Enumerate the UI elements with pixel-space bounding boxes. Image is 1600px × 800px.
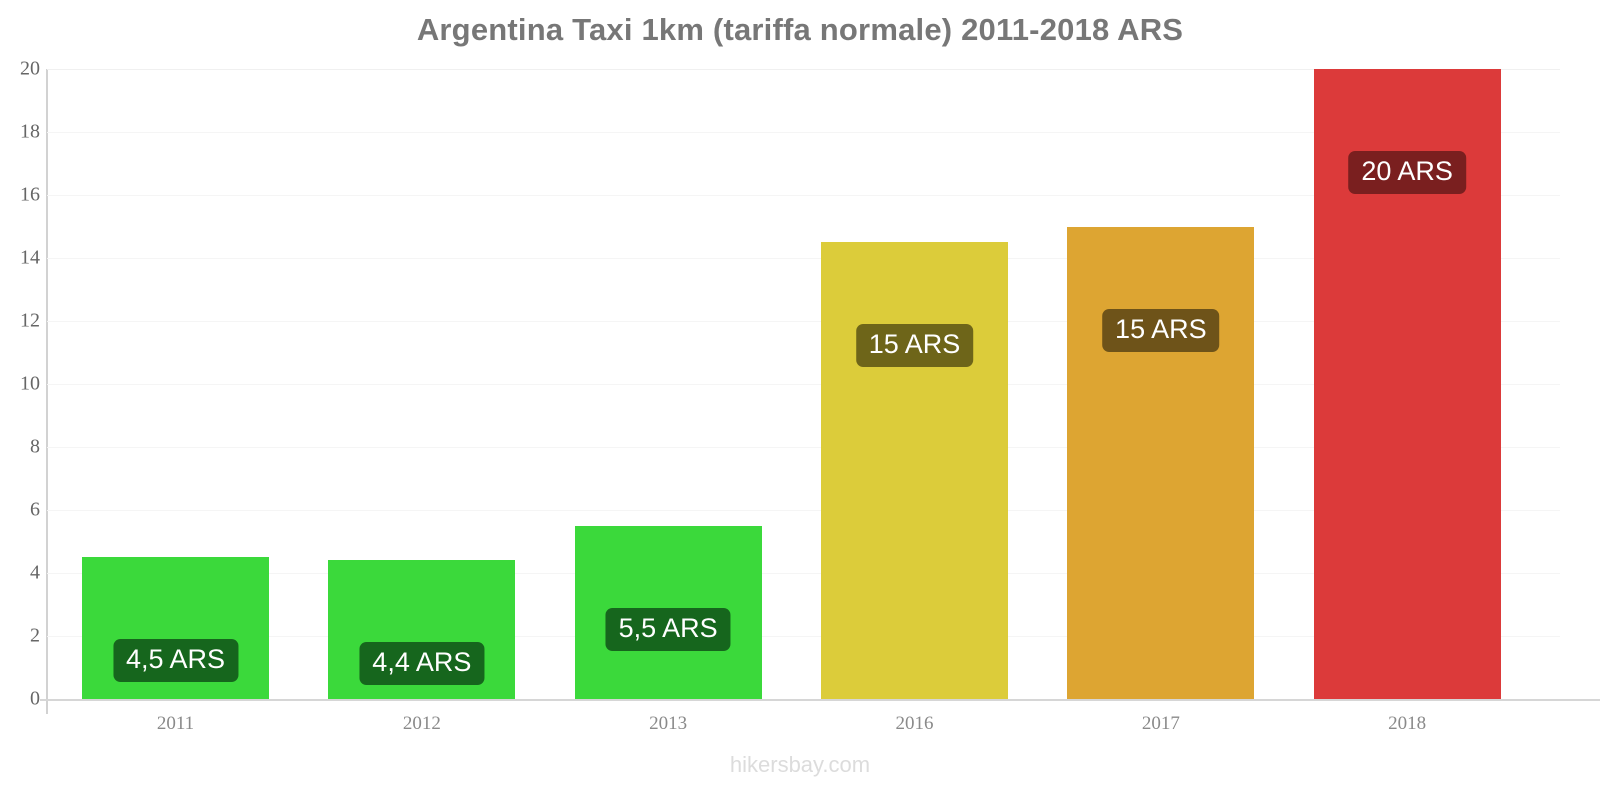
- bar-value-label: 15 ARS: [855, 324, 974, 368]
- gridline: [47, 384, 1560, 385]
- bar-rect[interactable]: [1067, 226, 1255, 699]
- x-axis-tick-label-2016: 2016: [895, 713, 934, 734]
- y-axis-line: [46, 69, 48, 714]
- bar-value-label: 15 ARS: [1102, 308, 1220, 352]
- bar-2013[interactable]: 5,5 ARS: [574, 525, 762, 699]
- y-axis-tick-label: 20: [20, 57, 40, 80]
- gridline: [47, 510, 1560, 511]
- gridline: [47, 258, 1560, 259]
- bar-2016[interactable]: 15 ARS: [821, 242, 1008, 699]
- x-axis-tick-label-2013: 2013: [649, 713, 688, 734]
- y-axis-tick-label: 4: [30, 561, 40, 584]
- bar-value-label: 5,5 ARS: [605, 607, 731, 651]
- y-axis-tick-label: 8: [30, 435, 40, 458]
- x-axis-tick-label-2017: 2017: [1141, 713, 1180, 734]
- chart-title: Argentina Taxi 1km (tariffa normale) 201…: [416, 12, 1184, 47]
- y-axis-tick-label: 6: [30, 498, 40, 521]
- y-axis-tick-label: 10: [20, 372, 40, 395]
- bar-2012[interactable]: 4,4 ARS: [328, 560, 516, 699]
- gridlines: [47, 69, 1560, 699]
- x-axis-tick-label-2012: 2012: [402, 713, 441, 734]
- x-axis-tick-label-2018: 2018: [1388, 713, 1427, 734]
- bar-value-label: 4,4 ARS: [359, 642, 485, 686]
- bar-2017[interactable]: 15 ARS: [1067, 226, 1255, 699]
- x-axis-baseline: [40, 699, 1600, 701]
- y-axis-tick-label: 0: [30, 687, 40, 710]
- gridline: [47, 447, 1560, 448]
- source-watermark: hikersbay.com: [729, 752, 871, 777]
- plot-area: [47, 69, 1560, 699]
- gridline: [47, 195, 1560, 196]
- bar-rect[interactable]: [821, 242, 1008, 699]
- gridline: [47, 132, 1560, 133]
- bar-2011[interactable]: 4,5 ARS: [82, 557, 269, 699]
- bar-2018[interactable]: 20 ARS: [1313, 69, 1501, 699]
- y-axis-tick-label: 2: [30, 624, 40, 647]
- gridline: [47, 636, 1560, 637]
- y-axis-tick-label: 14: [20, 246, 40, 269]
- y-axis-tick-labels: 20 18 16 14 12 10 8 6 4 2 0: [0, 0, 40, 800]
- gridline: [47, 573, 1560, 574]
- x-axis-tick-label-2011: 2011: [156, 713, 195, 734]
- y-axis-tick-label: 18: [20, 120, 40, 143]
- y-axis-tick-label: 12: [20, 309, 40, 332]
- y-axis-tick-label: 16: [20, 183, 40, 206]
- gridline: [47, 69, 1560, 70]
- gridline: [47, 321, 1560, 322]
- bar-value-label: 4,5 ARS: [112, 639, 239, 683]
- bar-value-label: 20 ARS: [1348, 151, 1466, 194]
